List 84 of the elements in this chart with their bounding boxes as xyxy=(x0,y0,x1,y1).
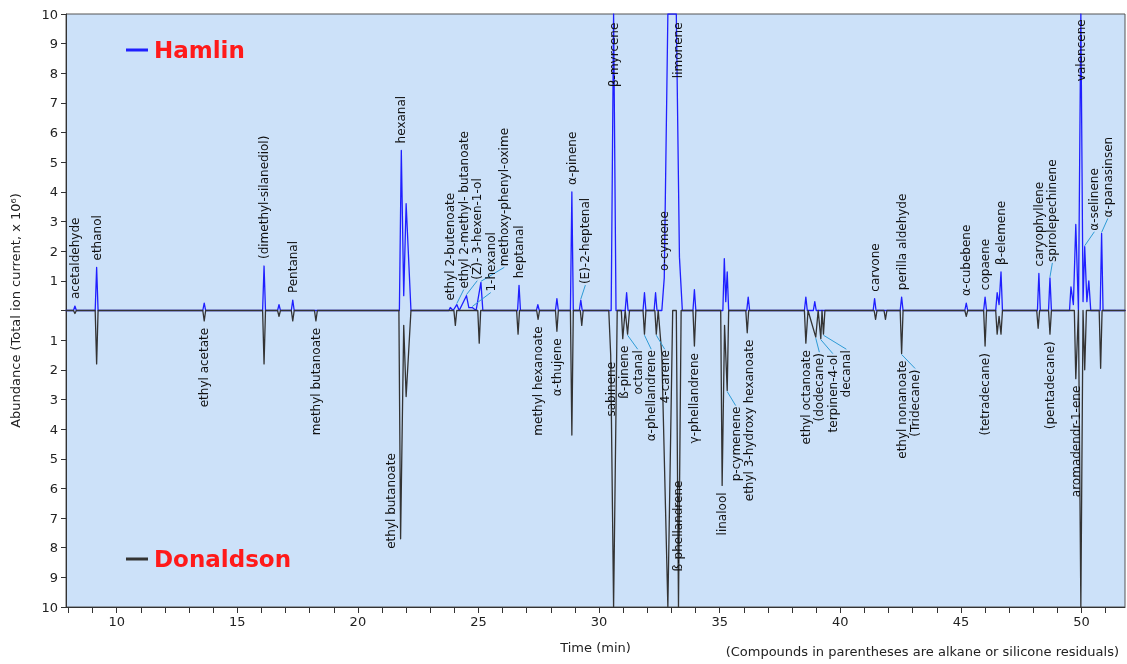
annotation: ethyl 2-butenoate xyxy=(443,192,458,301)
annotation: β-elemene xyxy=(994,200,1009,265)
x-tick-label: 45 xyxy=(952,614,970,629)
y-tick-label: 8 xyxy=(49,540,58,556)
annotation: ethyl 2-methyl- butanoate xyxy=(456,131,471,289)
y-tick-label: 8 xyxy=(49,65,58,81)
annotation: o-cymene xyxy=(657,211,672,271)
annotation: Pentanal xyxy=(285,240,300,294)
y-tick-label: 9 xyxy=(49,569,58,585)
x-tick-label: 10 xyxy=(108,614,125,629)
annotation: ethyl nonanoate xyxy=(894,360,909,459)
x-tick-label: 50 xyxy=(1073,614,1090,629)
annotation: methoxy-phenyl-oxime xyxy=(497,127,512,267)
y-tick-label: 2 xyxy=(49,362,58,378)
annotation: heptanal xyxy=(512,225,527,279)
y-axis-title: Abundance (Total ion current, x 10⁶) xyxy=(8,193,23,428)
annotation: aromadendr-1-ene xyxy=(1068,385,1083,498)
annotation: 4-carene xyxy=(657,350,672,404)
annotation: sabinene xyxy=(603,361,618,417)
x-tick-label: 25 xyxy=(470,614,487,629)
annotation: methyl butanoate xyxy=(308,327,323,436)
annotation: decanal xyxy=(839,350,854,398)
x-axis-title: Time (min) xyxy=(559,640,631,655)
annotation: caryophyllene xyxy=(1031,181,1046,267)
y-tick-label: 5 xyxy=(49,451,58,467)
y-tick-label: 3 xyxy=(49,391,58,407)
annotation: (dodecane) xyxy=(812,353,827,422)
annotation: (Tridecane) xyxy=(908,369,923,437)
y-tick-label: 2 xyxy=(49,243,58,259)
annotation: linalool xyxy=(715,492,730,536)
legend-label: Donaldson xyxy=(154,545,292,572)
x-tick-label: 40 xyxy=(832,614,849,629)
y-tick-label: 4 xyxy=(49,421,58,437)
annotation: γ-phellandrene xyxy=(687,353,702,444)
legend-label: Hamlin xyxy=(154,36,245,63)
y-tick-label: 6 xyxy=(49,125,58,141)
text: (Compounds in parentheses are alkane or silicone residuals) xyxy=(725,644,1120,659)
x-tick-label: 30 xyxy=(590,614,608,629)
annotation: α-cubebene xyxy=(959,224,974,297)
annotation: hexanal xyxy=(394,95,409,144)
annotation: α-thujene xyxy=(549,338,564,397)
y-tick-label: 6 xyxy=(49,480,58,496)
y-tick-label: 10 xyxy=(41,6,58,22)
annotation: ethanol xyxy=(89,215,104,261)
annotation: valencene xyxy=(1073,19,1088,82)
annotation: acetaldehyde xyxy=(67,217,82,300)
x-tick-label: 15 xyxy=(229,614,246,629)
annotation: ethyl octanoate xyxy=(798,350,813,445)
annotation: (dimethyl-silanediol) xyxy=(257,135,272,260)
annotation: ethyl 3-hydroxy hexanoate xyxy=(742,339,757,502)
annotation: copaene xyxy=(978,238,993,291)
annotation: β-myrcene xyxy=(606,22,621,88)
annotation: terpinen-4-ol xyxy=(825,354,840,433)
annotation: 1-hexanol xyxy=(483,232,498,292)
annotation: limonene xyxy=(670,22,685,79)
annotation: α-phellandrene xyxy=(644,350,659,442)
annotation: (Z)- 3-hexen-1-ol xyxy=(470,178,485,280)
y-tick-label: 4 xyxy=(49,184,58,200)
annotation: ß-phellandrene xyxy=(671,480,686,572)
x-tick-label: 20 xyxy=(349,614,367,629)
annotation: (pentadecane) xyxy=(1042,341,1057,430)
annotation: ethyl butanoate xyxy=(383,453,398,549)
annotation: p-cymenene xyxy=(728,406,743,482)
annotation: ß-pinene xyxy=(617,345,632,399)
annotation: perilla aldehyde xyxy=(894,193,909,291)
x-tick-label: 35 xyxy=(711,614,729,629)
annotation: α-selinene xyxy=(1087,168,1102,231)
annotation: carvone xyxy=(867,243,882,292)
y-tick-label: 7 xyxy=(49,95,58,111)
y-tick-label: 1 xyxy=(49,332,58,348)
y-tick-label: 10 xyxy=(41,599,58,615)
y-tick-label: 9 xyxy=(49,36,58,52)
annotation: α-pinene xyxy=(564,131,579,185)
annotation: ethyl acetate xyxy=(197,327,212,408)
y-tick-label: 5 xyxy=(49,154,58,170)
annotation: (E)-2-heptenal xyxy=(578,197,593,285)
annotation: spirolepechinene xyxy=(1045,159,1060,262)
annotation: octanal xyxy=(630,350,645,395)
annotation: α-panasinsen xyxy=(1100,136,1115,218)
y-tick-label: 7 xyxy=(49,510,58,526)
annotation: (tetradecane) xyxy=(978,353,993,436)
y-tick-label: 1 xyxy=(49,273,58,289)
y-tick-label: 3 xyxy=(49,214,58,230)
annotation: methyl hexanoate xyxy=(531,326,546,436)
